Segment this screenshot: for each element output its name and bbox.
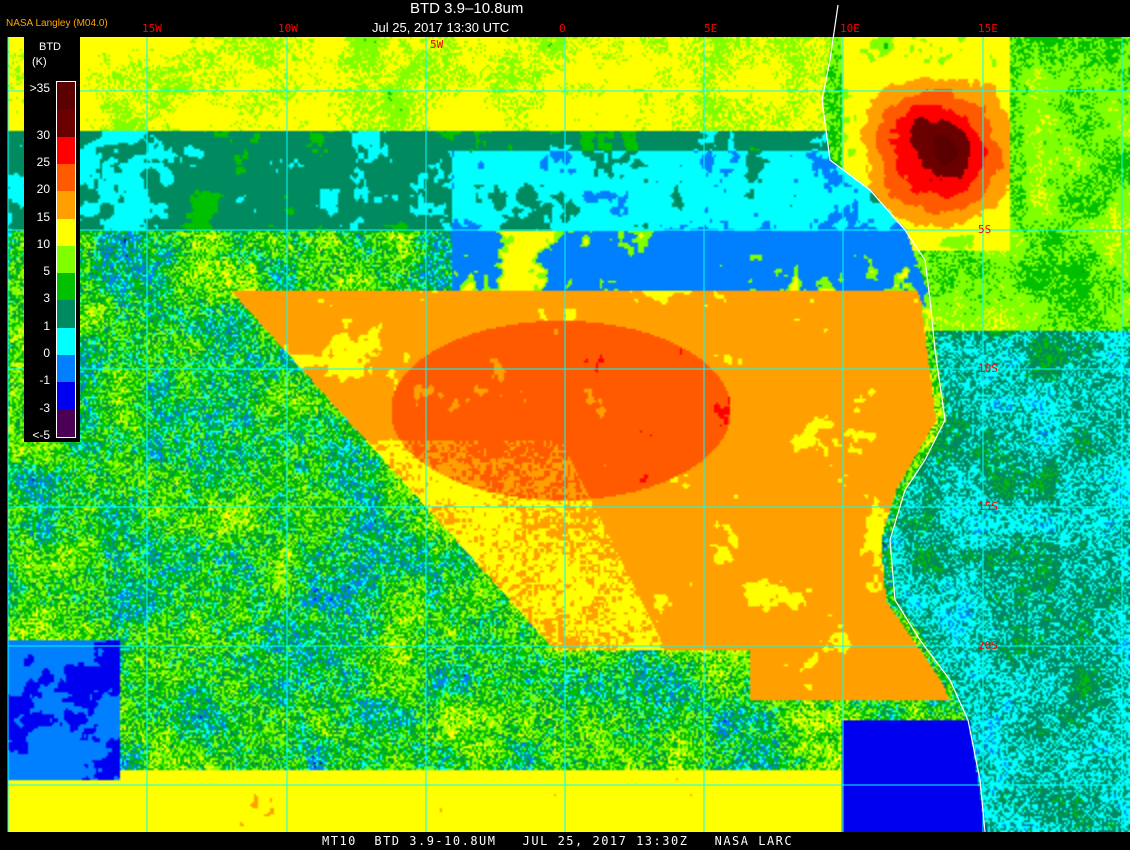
legend-tick-label: 0 <box>43 346 50 361</box>
legend-swatch <box>57 355 75 383</box>
legend-swatch <box>57 327 75 356</box>
legend-swatch <box>57 109 75 137</box>
legend-swatch <box>57 300 75 328</box>
legend-tick-label: 20 <box>36 182 50 197</box>
legend-tick-label: 15 <box>36 209 50 224</box>
legend-tick-label: 3 <box>43 291 50 306</box>
legend-tick-label: -3 <box>39 400 50 415</box>
legend-tick-label: -1 <box>39 373 50 388</box>
lat-label-15s: 15S <box>978 500 998 513</box>
legend-tick-label: 25 <box>36 154 50 169</box>
legend-title: BTD <box>39 41 61 53</box>
legend-tick-label: 30 <box>36 127 50 142</box>
lon-label-15w: 15W <box>142 22 162 35</box>
legend-swatch <box>57 382 75 410</box>
lat-label-10s: 10S <box>978 362 998 375</box>
color-legend: BTD (K) <-5 -3 -1 0 1 3 5 10 15 20 25 30 >35 <box>24 36 80 442</box>
legend-swatch <box>57 136 75 164</box>
legend-tick-label: 10 <box>36 236 50 251</box>
legend-swatch <box>57 163 75 192</box>
lon-label-10w: 10W <box>278 22 298 35</box>
image-title: BTD 3.9–10.8um <box>410 0 524 17</box>
legend-colorbar <box>56 81 76 438</box>
footer-caption: MT10 BTD 3.9-10.8UM JUL 25, 2017 13:30Z … <box>322 834 794 848</box>
lat-lon-grid <box>7 37 1130 832</box>
legend-swatch <box>57 218 75 246</box>
legend-swatch <box>57 191 75 219</box>
image-datetime: Jul 25, 2017 13:30 UTC <box>372 20 510 35</box>
legend-swatch <box>57 273 75 301</box>
legend-swatch <box>57 245 75 274</box>
lon-label-0: 0 <box>559 22 566 35</box>
legend-tick-label: 5 <box>43 264 50 279</box>
legend-swatch <box>57 81 75 110</box>
lat-label-5s: 5S <box>978 223 992 236</box>
legend-tick-label: <-5 <box>32 428 50 442</box>
legend-unit: (K) <box>32 56 47 68</box>
legend-tick-label: >35 <box>29 81 50 95</box>
lon-label-5e: 5E <box>704 22 718 35</box>
lon-label-10e: 10E <box>840 22 860 35</box>
coastline <box>821 4 986 833</box>
lat-label-20s: 20S <box>978 639 998 652</box>
legend-swatch <box>57 409 75 437</box>
lon-label-15e: 15E <box>978 22 998 35</box>
legend-tick-label: 1 <box>43 318 50 333</box>
btd-satellite-image <box>8 37 1130 832</box>
lon-label-5w: 5W <box>430 38 444 51</box>
brand-label: NASA Langley (M04.0) <box>6 18 108 29</box>
